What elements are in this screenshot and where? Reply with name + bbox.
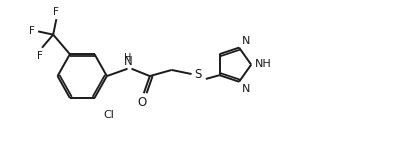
Text: F: F <box>53 7 59 17</box>
Text: F: F <box>29 26 35 36</box>
Text: O: O <box>138 96 147 109</box>
Text: N: N <box>124 55 132 68</box>
Text: F: F <box>37 51 43 61</box>
Text: S: S <box>194 68 201 81</box>
Text: Cl: Cl <box>103 110 114 120</box>
Text: H: H <box>124 53 132 63</box>
Text: N: N <box>242 84 251 94</box>
Text: N: N <box>242 36 251 46</box>
Text: NH: NH <box>255 59 272 69</box>
